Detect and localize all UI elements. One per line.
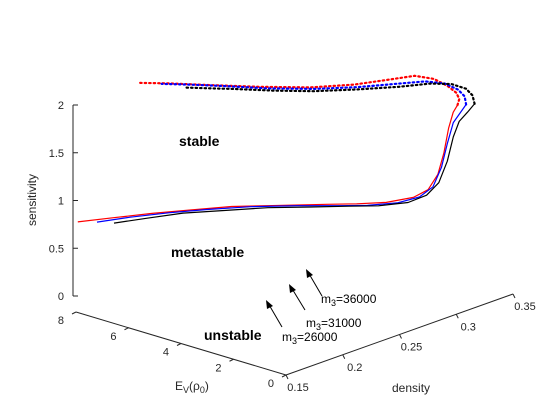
y-tick-label: 6 [110, 331, 116, 343]
annotation-arrowhead-36000 [306, 269, 313, 278]
region-label-metastable: metastable [171, 244, 244, 260]
y-tick-label: 4 [163, 347, 169, 359]
z-tick-label: 2 [58, 100, 64, 112]
x-tick-label: 0.3 [461, 321, 476, 333]
x-tick-label: 0.25 [401, 342, 422, 354]
annotation-text-26000: m3=26000 [282, 330, 338, 346]
y-tick-mark [229, 358, 234, 362]
annotation-m3-36000: m3=36000 [306, 269, 377, 308]
y-tick-label: 2 [215, 362, 221, 374]
region-label-unstable: unstable [204, 327, 262, 343]
y-tick-label: 0 [268, 378, 274, 390]
z-tick-label: 0.5 [49, 243, 64, 255]
series-m3-36000-stable-branch [77, 104, 459, 223]
series-m3-31000-stable-branch [96, 104, 467, 223]
y-tick-mark [124, 327, 129, 331]
region-label-stable: stable [179, 133, 220, 149]
x-tick-mark [285, 374, 289, 380]
annotation-arrowhead-26000 [266, 300, 273, 309]
series-layer [77, 74, 476, 224]
y-tick-mark [176, 343, 182, 346]
z-tick-label: 1 [58, 196, 64, 208]
series-m3-31000-unstable-branch [160, 80, 468, 106]
annotation-text-31000: m3=31000 [306, 316, 362, 332]
annotation-m3-31000: m3=31000 [289, 284, 362, 332]
x-tick-mark [342, 354, 346, 359]
x-tick-label: 0.35 [514, 301, 535, 313]
x-tick-label: 0.15 [287, 382, 308, 394]
y-tick-mark [281, 374, 287, 378]
x-tick-mark [399, 334, 402, 339]
series-m3-26000-unstable-branch [185, 82, 476, 105]
x-tick-mark [455, 314, 459, 319]
x-tick-label: 0.2 [347, 362, 362, 374]
x-axis-label: density [392, 381, 430, 395]
series-m3-26000-stable-branch [113, 103, 476, 224]
annotation-text-36000: m3=36000 [321, 292, 377, 308]
y-tick-label: 8 [58, 315, 64, 327]
y-tick-mark [71, 311, 77, 315]
y-axis-label: EV(ρ0) [175, 379, 209, 395]
axes: 0.15 0.2 0.25 0.3 0.35 0 2 4 6 8 0 0.5 1 1.5 2 [49, 100, 536, 394]
annotation-arrowhead-31000 [289, 284, 296, 293]
z-tick-label: 1.5 [49, 148, 64, 160]
z-tick-label: 0 [58, 291, 64, 303]
labels-layer: stable metastable unstable m3=36000 m3=3… [25, 133, 430, 395]
x-tick-mark [512, 293, 516, 299]
z-axis-label: sensitivity [25, 174, 39, 226]
annotation-m3-26000: m3=26000 [266, 300, 338, 346]
